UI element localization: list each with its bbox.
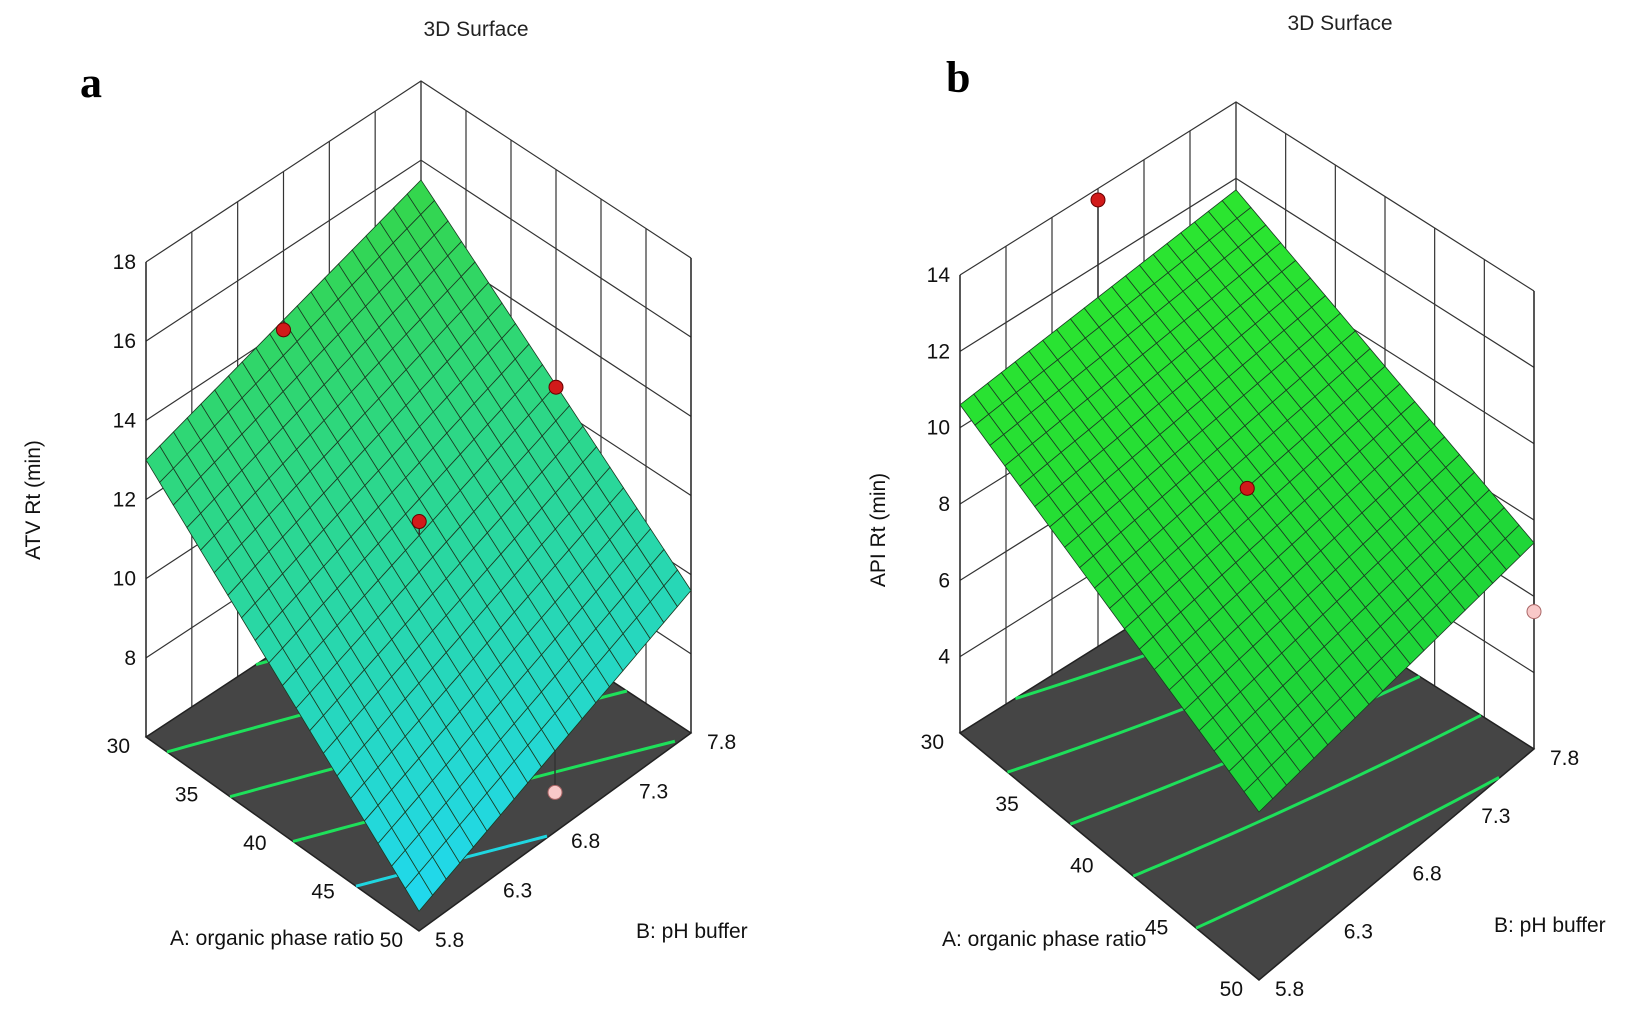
z-tick-label: 12 bbox=[927, 340, 950, 363]
wall-gridline bbox=[959, 101, 1535, 292]
chart-a-zlabel: ATV Rt (min) bbox=[22, 440, 45, 560]
z-tick-label: 6 bbox=[938, 569, 950, 592]
chart-b-ticks: 30 35 40 45 50 5.8 6.3 6.8 7.3 7.8 4 6 8 10 12 14 bbox=[921, 264, 1580, 1001]
y-tick-label: 6.8 bbox=[571, 830, 600, 853]
y-tick-label: 6.3 bbox=[503, 880, 532, 903]
wall-gridline bbox=[959, 177, 1535, 368]
chart-a-points-above bbox=[276, 319, 564, 536]
y-tick-label: 5.8 bbox=[435, 929, 464, 952]
x-tick-label: 30 bbox=[107, 735, 130, 758]
design-point-below bbox=[1526, 604, 1542, 620]
z-tick-label: 8 bbox=[938, 493, 950, 516]
chart-b-panel-label: b bbox=[946, 53, 970, 102]
chart-a-ticks: 30 35 40 45 50 5.8 6.3 6.8 7.3 7.8 8 10 12 14 16 18 bbox=[107, 251, 737, 952]
z-tick-label: 10 bbox=[927, 417, 950, 440]
z-tick-label: 8 bbox=[124, 647, 136, 670]
chart-a-xlabel: A: organic phase ratio bbox=[170, 927, 374, 950]
chart-b-ylabel: B: pH buffer bbox=[1494, 914, 1606, 937]
z-tick-label: 4 bbox=[938, 646, 950, 669]
x-tick-label: 30 bbox=[921, 731, 944, 754]
chart-b-points-above bbox=[1090, 192, 1255, 496]
chart-a-panel-label: a bbox=[80, 58, 102, 107]
z-tick-label: 18 bbox=[113, 251, 136, 274]
chart-b-surface bbox=[959, 189, 1535, 813]
design-point-above bbox=[276, 322, 291, 338]
x-tick-label: 50 bbox=[1220, 978, 1243, 1001]
x-tick-label: 45 bbox=[1145, 916, 1168, 939]
y-tick-label: 6.3 bbox=[1344, 920, 1373, 943]
wall-gridline bbox=[145, 159, 692, 342]
y-tick-label: 7.8 bbox=[1550, 747, 1579, 770]
x-tick-label: 45 bbox=[311, 881, 334, 904]
z-tick-label: 16 bbox=[113, 330, 136, 353]
chart-a-ylabel: B: pH buffer bbox=[636, 920, 748, 943]
x-tick-label: 40 bbox=[1070, 855, 1093, 878]
contour-line bbox=[1132, 713, 1482, 878]
x-tick-label: 50 bbox=[380, 929, 403, 952]
wall-gridline bbox=[145, 80, 692, 263]
y-tick-label: 7.3 bbox=[1481, 805, 1510, 828]
surface-cell bbox=[663, 569, 692, 608]
y-tick-label: 7.3 bbox=[639, 781, 668, 804]
chart-a-points-below bbox=[547, 750, 563, 800]
z-tick-label: 14 bbox=[113, 409, 137, 432]
contour-line bbox=[1195, 776, 1500, 930]
chart-b: 3D Surface b 30 35 40 45 50 5.8 6.3 6.8 7.3 7.8 4 6… bbox=[867, 12, 1606, 1001]
y-tick-label: 5.8 bbox=[1275, 978, 1304, 1001]
z-tick-label: 14 bbox=[927, 264, 951, 287]
design-point-above bbox=[411, 514, 427, 530]
surface-cell bbox=[1504, 524, 1535, 557]
design-point-above bbox=[1239, 480, 1255, 496]
chart-b-zlabel: API Rt (min) bbox=[867, 473, 890, 587]
chart-b-title: 3D Surface bbox=[1287, 12, 1392, 35]
chart-b-xlabel: A: organic phase ratio bbox=[942, 928, 1146, 951]
design-point-above bbox=[1090, 192, 1106, 208]
chart-a: 3D Surface a 30 35 40 45 50 5.8 6.3 6.8 7.3 7.8 8 1… bbox=[22, 18, 748, 952]
z-tick-label: 10 bbox=[113, 568, 136, 591]
x-tick-label: 35 bbox=[995, 793, 1018, 816]
y-tick-label: 6.8 bbox=[1413, 863, 1442, 886]
design-point-below bbox=[547, 784, 563, 800]
design-point-above bbox=[548, 379, 564, 395]
z-tick-label: 12 bbox=[113, 489, 136, 512]
y-tick-label: 7.8 bbox=[707, 731, 736, 754]
x-tick-label: 40 bbox=[243, 832, 266, 855]
chart-a-surface bbox=[145, 179, 692, 912]
x-tick-label: 35 bbox=[175, 784, 198, 807]
chart-a-title: 3D Surface bbox=[423, 18, 528, 41]
